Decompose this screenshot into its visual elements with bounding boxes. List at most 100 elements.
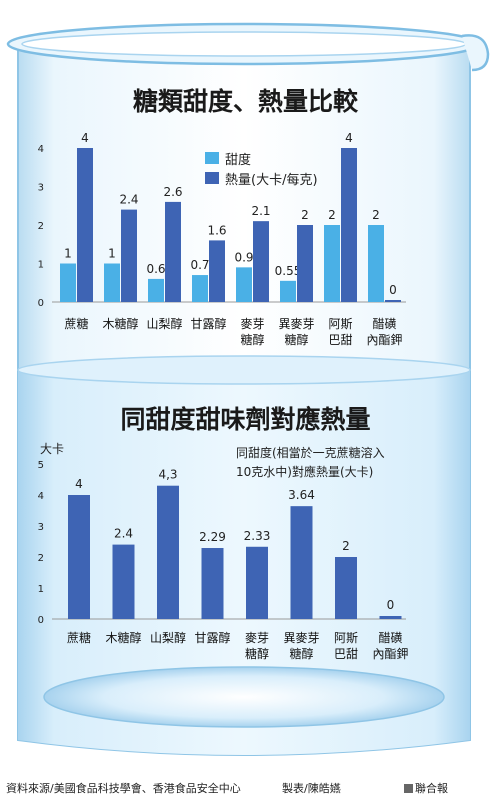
chart-2-category-label: 阿斯 bbox=[334, 631, 358, 645]
chart-1-ytick-label: 0 bbox=[38, 298, 44, 309]
chart-2-bar-蔗糖 bbox=[68, 495, 90, 619]
chart-2-category-label: 糖醇 bbox=[289, 646, 313, 661]
chart-1-bar-甘露醇-calories bbox=[209, 240, 225, 302]
chart-1-bar-甘露醇-sweetness bbox=[192, 275, 208, 302]
chart-1-ytick-label: 4 bbox=[38, 144, 44, 155]
chart-1-bar-阿斯巴甜-calories bbox=[341, 148, 357, 302]
chart-1-data-label: 2 bbox=[301, 208, 309, 222]
chart-1-data-label: 0.7 bbox=[190, 258, 209, 272]
chart-1-bar-阿斯巴甜-sweetness bbox=[324, 225, 340, 302]
publisher-logo-icon bbox=[404, 784, 413, 793]
chart-1-data-label: 4 bbox=[81, 131, 89, 145]
chart-2-bar-甘露醇 bbox=[201, 548, 224, 619]
chart-1-category-label: 木糖醇 bbox=[102, 316, 138, 331]
chart-2-bar-醋磺內酯鉀 bbox=[379, 616, 402, 619]
chart-2-ylabel: 大卡 bbox=[40, 442, 65, 456]
chart-2-category-label: 巴甜 bbox=[334, 647, 358, 661]
chart-2-note-line-2: 10克水中)對應熱量(大卡) bbox=[236, 465, 374, 479]
chart-2-ytick-label: 4 bbox=[38, 491, 44, 502]
chart-1-bar-山梨醇-sweetness bbox=[148, 278, 164, 302]
chart-1-category-label: 甘露醇 bbox=[190, 316, 226, 331]
chart-2-ytick-label: 1 bbox=[38, 584, 44, 595]
legend-swatch-calories bbox=[205, 172, 219, 184]
chart-1-category-label: 內酯鉀 bbox=[366, 333, 402, 347]
chart-1-category-label: 糖醇 bbox=[284, 332, 308, 347]
chart-1-category-label: 阿斯 bbox=[328, 317, 352, 331]
chart-2-data-label: 3.64 bbox=[288, 488, 315, 502]
chart-1-data-label: 2 bbox=[372, 208, 380, 222]
chart-1-data-label: 2.6 bbox=[163, 185, 182, 199]
chart-1-data-label: 2.4 bbox=[119, 193, 138, 207]
footer-source: 資料來源/美國食品科技學會、香港食品安全中心 bbox=[6, 782, 241, 795]
chart-1-bar-麥芽糖醇-sweetness bbox=[236, 267, 252, 302]
legend-label-calories: 熱量(大卡/每克) bbox=[225, 172, 318, 188]
chart-2-category-label: 異麥芽 bbox=[283, 631, 319, 645]
chart-1-category-label: 蔗糖 bbox=[64, 316, 88, 331]
chart-2-ytick-label: 2 bbox=[38, 553, 44, 564]
chart-2-category-label: 糖醇 bbox=[245, 646, 269, 661]
chart-1-data-label: 0 bbox=[389, 283, 397, 297]
chart-2-ytick-label: 5 bbox=[38, 460, 44, 471]
chart-2-category-label: 內酯鉀 bbox=[372, 647, 408, 661]
chart-1-data-label: 2 bbox=[328, 208, 336, 222]
chart-2-data-label: 0 bbox=[387, 598, 395, 612]
chart-1-bar-木糖醇-sweetness bbox=[104, 263, 120, 302]
chart-1-bar-蔗糖-sweetness bbox=[60, 263, 76, 302]
chart-1-category-label: 醋磺 bbox=[372, 316, 396, 331]
legend-item-sweetness: 甜度 bbox=[205, 148, 318, 168]
chart-1-data-label: 1 bbox=[108, 247, 116, 261]
legend-label-sweetness: 甜度 bbox=[225, 152, 252, 168]
chart-1-data-label: 0.6 bbox=[146, 262, 165, 276]
chart-1-bar-異麥芽糖醇-calories bbox=[297, 225, 313, 302]
chart-1-category-label: 異麥芽 bbox=[278, 317, 314, 331]
chart-2-ytick-label: 0 bbox=[38, 615, 44, 626]
chart-2-category-label: 甘露醇 bbox=[194, 630, 230, 645]
chart-2-category-label: 醋磺 bbox=[378, 630, 402, 645]
chart-1-category-label: 巴甜 bbox=[328, 333, 352, 347]
chart-2-bar-山梨醇 bbox=[157, 485, 179, 619]
footer-publisher-name: 聯合報 bbox=[415, 782, 448, 795]
chart-1-title: 糖類甜度、熱量比較 bbox=[132, 87, 358, 116]
chart-2-data-label: 2.4 bbox=[114, 527, 133, 541]
chart-2-category-label: 蔗糖 bbox=[67, 630, 91, 645]
chart-1-data-label: 4 bbox=[345, 131, 353, 145]
chart-2-note-line-1: 同甜度(相當於一克蔗糖溶入 bbox=[236, 446, 385, 460]
legend-item-calories: 熱量(大卡/每克) bbox=[205, 168, 318, 188]
chart-2-note: 同甜度(相當於一克蔗糖溶入 10克水中)對應熱量(大卡) bbox=[236, 444, 385, 482]
chart-1-data-label: 2.1 bbox=[251, 204, 270, 218]
chart-2-ytick-label: 3 bbox=[38, 522, 44, 533]
chart-2-data-label: 2.29 bbox=[199, 530, 226, 544]
chart-1-category-label: 麥芽 bbox=[240, 317, 264, 331]
chart-2-data-label: 2.33 bbox=[244, 529, 271, 543]
chart-2-bar-阿斯巴甜 bbox=[335, 557, 357, 619]
chart-1-bar-醋磺內酯鉀-sweetness bbox=[368, 225, 384, 302]
chart-1-ytick-label: 1 bbox=[38, 260, 44, 271]
chart-1-category-label: 糖醇 bbox=[240, 332, 264, 347]
chart-2-category-label: 山梨醇 bbox=[150, 630, 186, 645]
chart-2-category-label: 木糖醇 bbox=[105, 630, 141, 645]
chart-1-bar-蔗糖-calories bbox=[77, 148, 93, 302]
chart-2-bar-木糖醇 bbox=[112, 544, 135, 619]
chart-1-category-label: 山梨醇 bbox=[146, 316, 182, 331]
chart-1-bar-麥芽糖醇-calories bbox=[253, 221, 269, 302]
chart-2-title: 同甜度甜味劑對應熱量 bbox=[120, 405, 371, 434]
chart-1-data-label: 0.9 bbox=[234, 250, 253, 264]
chart-2-data-label: 4 bbox=[75, 477, 83, 491]
chart-1-data-label: 0.55 bbox=[275, 264, 302, 278]
chart-1-bar-木糖醇-calories bbox=[121, 209, 137, 302]
legend-swatch-sweetness bbox=[205, 152, 219, 164]
chart-1-data-label: 1 bbox=[64, 247, 72, 261]
chart-2-category-label: 麥芽 bbox=[245, 631, 269, 645]
chart-2-bar-麥芽糖醇 bbox=[246, 546, 268, 619]
chart-2-data-label: 4,3 bbox=[158, 468, 177, 482]
chart-1-data-label: 1.6 bbox=[207, 223, 226, 237]
footer-publisher: 聯合報 bbox=[404, 780, 448, 796]
chart-1-legend: 甜度 熱量(大卡/每克) bbox=[205, 148, 318, 188]
chart-1-ytick-label: 3 bbox=[38, 183, 44, 194]
chart-2-data-label: 2 bbox=[342, 539, 350, 553]
chart-2-bar-異麥芽糖醇 bbox=[290, 506, 313, 619]
chart-1-bar-山梨醇-calories bbox=[165, 201, 181, 302]
